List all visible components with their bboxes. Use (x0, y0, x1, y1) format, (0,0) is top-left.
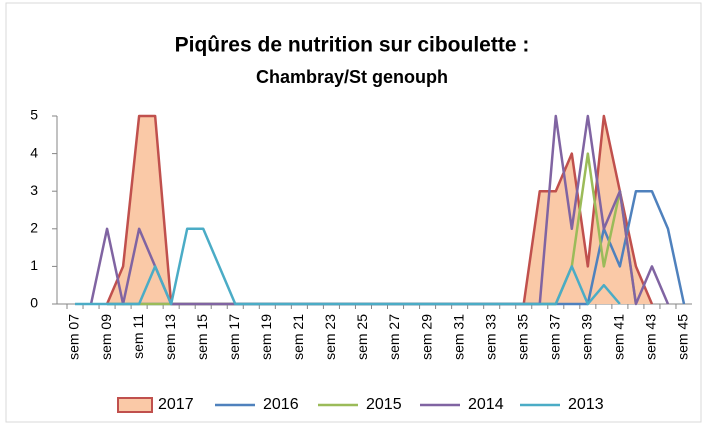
y-tick-label: 5 (30, 107, 38, 123)
legend-swatch (117, 397, 153, 413)
chart-title: Chambray/St genouph (256, 67, 448, 87)
x-tick-label: sem 13 (162, 314, 178, 360)
legend-label: 2017 (158, 396, 194, 413)
y-tick-label: 0 (30, 295, 38, 311)
chart-title: Piqûres de nutrition sur ciboulette : (175, 34, 530, 57)
y-tick-label: 2 (30, 220, 38, 236)
x-tick-label: sem 45 (675, 314, 691, 360)
x-tick-label: sem 11 (130, 314, 146, 359)
x-tick-label: sem 31 (450, 314, 466, 360)
line (75, 227, 621, 306)
chart-frame (5, 2, 702, 423)
legend-label: 2016 (263, 396, 299, 413)
legend-label: 2015 (366, 396, 402, 413)
x-tick-label: sem 43 (643, 314, 659, 360)
x-tick-label: sem 27 (386, 314, 402, 360)
legend-label: 2014 (468, 396, 504, 413)
x-tick-label: sem 25 (354, 314, 370, 360)
y-tick-label: 3 (30, 182, 38, 198)
x-tick-label: sem 23 (322, 314, 338, 360)
x-tick-label: sem 39 (579, 314, 595, 360)
x-tick-label: sem 19 (258, 314, 274, 360)
x-tick-label: sem 17 (226, 314, 242, 360)
x-tick-label: sem 33 (482, 314, 498, 360)
x-tick-label: sem 37 (546, 314, 562, 360)
area (107, 116, 652, 304)
y-tick-label: 4 (30, 144, 38, 160)
x-tick-label: sem 41 (611, 314, 627, 360)
x-tick-label: sem 09 (98, 314, 114, 360)
x-tick-label: sem 15 (194, 314, 210, 360)
legend-label: 2013 (568, 396, 604, 413)
y-tick-label: 1 (30, 257, 38, 273)
x-tick-label: sem 21 (290, 314, 306, 360)
x-tick-label: sem 29 (418, 314, 434, 360)
x-tick-label: sem 07 (66, 314, 82, 360)
x-tick-label: sem 35 (514, 314, 530, 360)
